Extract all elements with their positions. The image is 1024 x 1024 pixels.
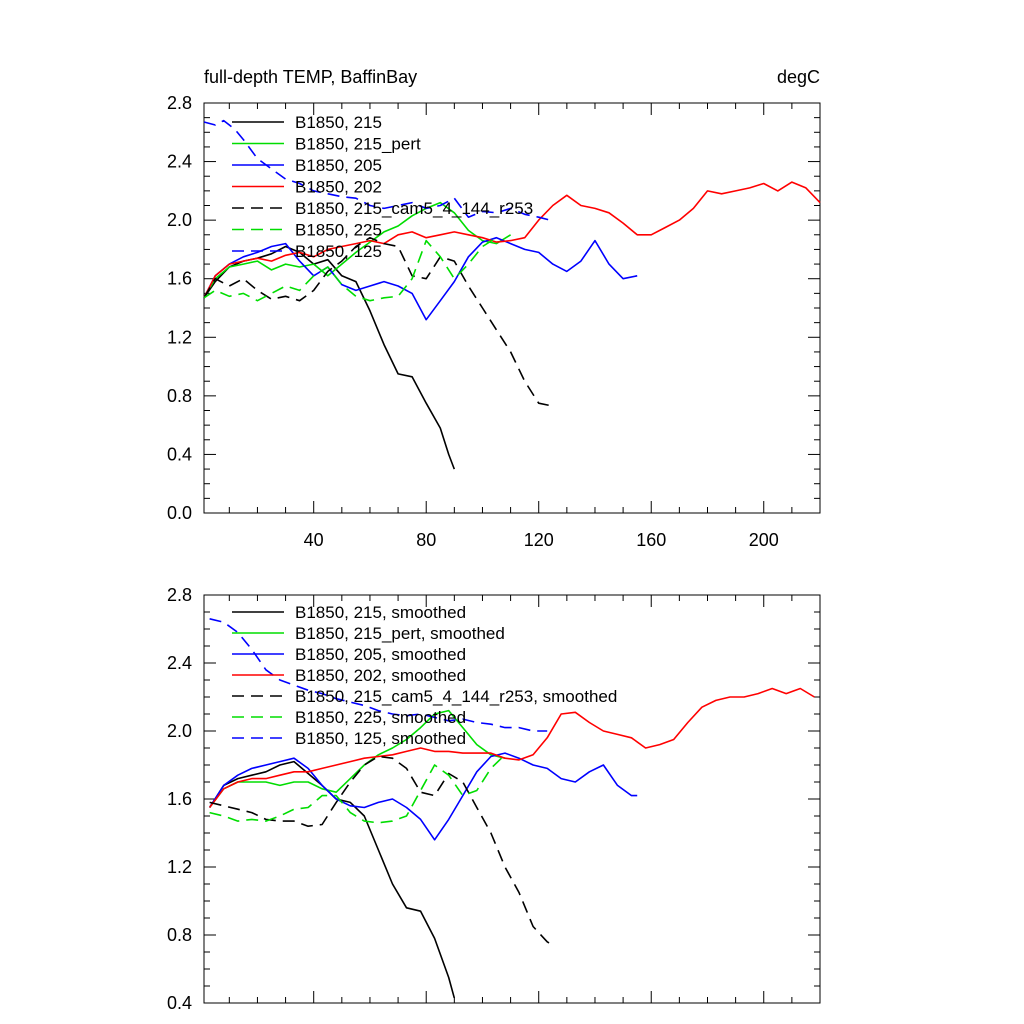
y-tick-label: 0.4 (167, 993, 192, 1013)
x-tick-label: 120 (524, 530, 554, 550)
y-tick-label: 2.4 (167, 653, 192, 673)
legend-label: B1850, 215_pert (295, 135, 421, 154)
y-tick-label: 1.6 (167, 269, 192, 289)
series-line (209, 754, 506, 824)
legend-label: B1850, 205 (295, 156, 382, 175)
y-tick-label: 2.0 (167, 210, 192, 230)
chart-title: full-depth TEMP, BaffinBay (204, 67, 417, 87)
x-tick-label: 80 (416, 530, 436, 550)
x-tick-label: 160 (636, 530, 666, 550)
y-tick-label: 0.8 (167, 386, 192, 406)
legend-label: B1850, 225, smoothed (295, 708, 466, 727)
legend-label: B1850, 225 (295, 221, 382, 240)
legend-label: B1850, 215 (295, 113, 382, 132)
series-line (208, 687, 815, 808)
bottom-panel: 0.4 0.8 1.2 1.6 2.0 2.4 2.8 B1850, 215, smoothe… (167, 585, 821, 1013)
legend-label: B1850, 202 (295, 178, 382, 197)
x-tick-label: 200 (749, 530, 779, 550)
series-line (208, 709, 506, 808)
legend-label: B1850, 215_cam5_4_144_r253, smoothed (295, 687, 617, 706)
series-line (203, 119, 551, 221)
y-tick-label: 2.4 (167, 152, 192, 172)
y-tick-label: 0.4 (167, 444, 192, 464)
y-tick-label: 0.8 (167, 925, 192, 945)
legend-label: B1850, 125 (295, 242, 382, 261)
series-line (203, 237, 497, 302)
series-line (209, 755, 554, 946)
legend-label: B1850, 202, smoothed (295, 666, 466, 685)
legend-label: B1850, 215_pert, smoothed (295, 624, 505, 643)
y-tick-label: 2.8 (167, 585, 192, 605)
top-panel: full-depth TEMP, BaffinBay degC 0.0 0.4 0.8 1… (167, 67, 821, 550)
y-tick-label: 2.8 (167, 93, 192, 113)
units-label: degC (777, 67, 820, 87)
series-line (203, 201, 512, 299)
legend-label: B1850, 215_cam5_4_144_r253 (295, 199, 533, 218)
series-line (203, 236, 553, 407)
y-tick-label: 1.2 (167, 327, 192, 347)
y-tick-label: 1.2 (167, 857, 192, 877)
series-line (209, 618, 548, 732)
series-line (203, 236, 638, 321)
series-line (203, 245, 456, 470)
y-tick-label: 2.0 (167, 721, 192, 741)
y-tick-label: 0.0 (167, 503, 192, 523)
series-line (208, 752, 638, 841)
legend-label: B1850, 205, smoothed (295, 645, 466, 664)
x-tick-label: 40 (304, 530, 324, 550)
legend-label: B1850, 125, smoothed (295, 729, 466, 748)
y-tick-label: 1.6 (167, 789, 192, 809)
legend-label: B1850, 215, smoothed (295, 603, 466, 622)
series-line (203, 181, 821, 299)
